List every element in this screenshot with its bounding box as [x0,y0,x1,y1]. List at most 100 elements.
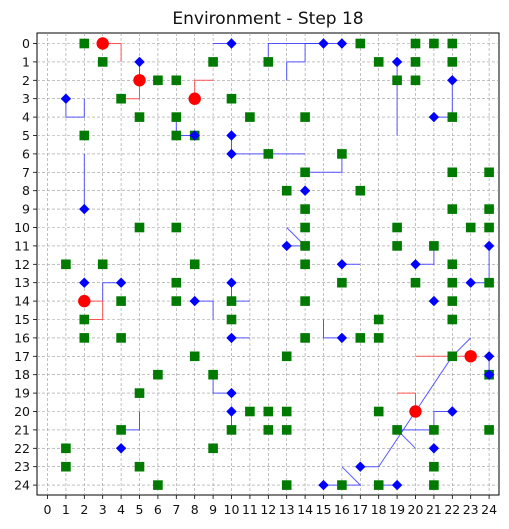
resource-square-icon [61,259,71,270]
resource-square-icon [134,461,145,472]
resource-square-icon [116,425,126,435]
y-tick-label: 8 [22,183,30,198]
resource-square-icon [208,443,218,454]
resource-square-icon [79,314,90,325]
resource-square-icon [79,333,90,343]
red-agent-circle-icon [133,74,146,87]
resource-square-icon [226,296,237,306]
blue-agent-trail [121,411,140,431]
resource-square-icon [300,241,310,251]
resource-square-icon [281,185,292,196]
y-tick-label: 15 [14,312,30,327]
resource-square-icon [300,296,310,306]
resource-square-icon [337,480,347,490]
x-tick-label: 22 [444,502,460,517]
resource-square-icon [226,314,237,325]
resource-square-icon [392,222,402,233]
resource-square-icon [171,75,182,86]
x-tick-label: 21 [426,502,442,517]
blue-agent-diamond-icon [483,240,495,252]
resource-square-icon [447,296,458,306]
resource-square-icon [171,130,182,141]
blue-agent-diamond-icon [428,295,440,307]
blue-agent-trail [65,98,85,118]
y-tick-label: 5 [22,128,30,143]
resource-square-icon [355,38,366,49]
red-agent-circle-icon [464,350,477,363]
y-tick-label: 0 [22,36,30,51]
resource-square-icon [373,333,384,343]
blue-agent-diamond-icon [189,295,200,307]
resource-square-icon [281,406,292,417]
blue-agent-trail [286,43,342,81]
blue-agent-trail [194,300,214,320]
red-agent-circle-icon [409,405,422,418]
x-tick-label: 15 [316,502,332,517]
y-tick-label: 23 [14,459,30,474]
plot-title: Environment - Step 18 [172,9,363,29]
blue-agent-diamond-icon [115,277,127,288]
blue-agent-diamond-icon [60,93,72,104]
resource-square-icon [392,425,402,435]
blue-agent-diamond-icon [483,351,495,362]
resource-square-icon [447,57,458,67]
resource-square-icon [373,480,384,490]
blue-agent-diamond-icon [226,148,237,160]
blue-agent-diamond-icon [318,38,329,49]
blue-agent-diamond-icon [391,479,403,491]
x-tick-label: 5 [136,502,144,517]
y-tick-label: 7 [22,165,30,180]
resource-square-icon [226,425,237,435]
blue-agent-diamond-icon [336,332,348,344]
blue-agent-diamond-icon [79,203,90,215]
resource-square-icon [208,369,218,380]
y-tick-label: 20 [14,404,30,419]
y-tick-label: 24 [14,478,30,493]
y-tick-label: 9 [22,202,30,217]
resource-square-icon [355,185,366,196]
resource-square-icon [97,57,108,67]
resource-square-icon [484,222,494,233]
blue-agent-diamond-icon [447,406,458,417]
blue-agent-diamond-icon [226,277,237,288]
resource-square-icon [373,314,384,325]
blue-agent-diamond-icon [336,259,348,270]
x-axis-ticks: 0 1 2 3 4 5 6 7 8 9 10 11 12 13 14 15 16 17 18 19 20 21 22 23 24 [44,495,497,517]
y-tick-label: 19 [14,386,30,401]
y-tick-label: 2 [22,73,30,88]
resource-square-icon [208,57,218,67]
x-tick-label: 13 [279,502,295,517]
resource-square-icon [61,443,71,454]
resource-square-icon [171,112,182,122]
resource-square-icon [189,351,200,362]
blue-agent-diamond-icon [428,443,440,454]
resource-square-icon [226,93,237,104]
x-tick-label: 11 [242,502,258,517]
resource-square-icon [263,149,274,159]
resource-markers [61,38,494,490]
resource-square-icon [153,480,163,490]
y-tick-label: 13 [14,275,30,290]
resource-square-icon [300,112,310,122]
resource-square-icon [429,461,439,472]
blue-agent-diamond-icon [115,443,127,454]
resource-square-icon [429,241,439,251]
resource-square-icon [484,425,494,435]
blue-agent-markers [60,38,495,491]
resource-square-icon [392,241,402,251]
blue-agent-trail [323,466,362,486]
blue-agent-diamond-icon [391,56,403,68]
resource-square-icon [245,406,255,417]
resource-square-icon [263,57,274,67]
resource-square-icon [171,277,182,288]
resource-square-icon [281,425,292,435]
resource-square-icon [373,406,384,417]
resource-square-icon [263,406,274,417]
resource-square-icon [300,333,310,343]
x-tick-label: 3 [99,502,107,517]
blue-agent-diamond-icon [483,369,495,380]
red-agent-circle-icon [188,92,201,105]
resource-square-icon [300,259,310,270]
resource-square-icon [263,425,274,435]
